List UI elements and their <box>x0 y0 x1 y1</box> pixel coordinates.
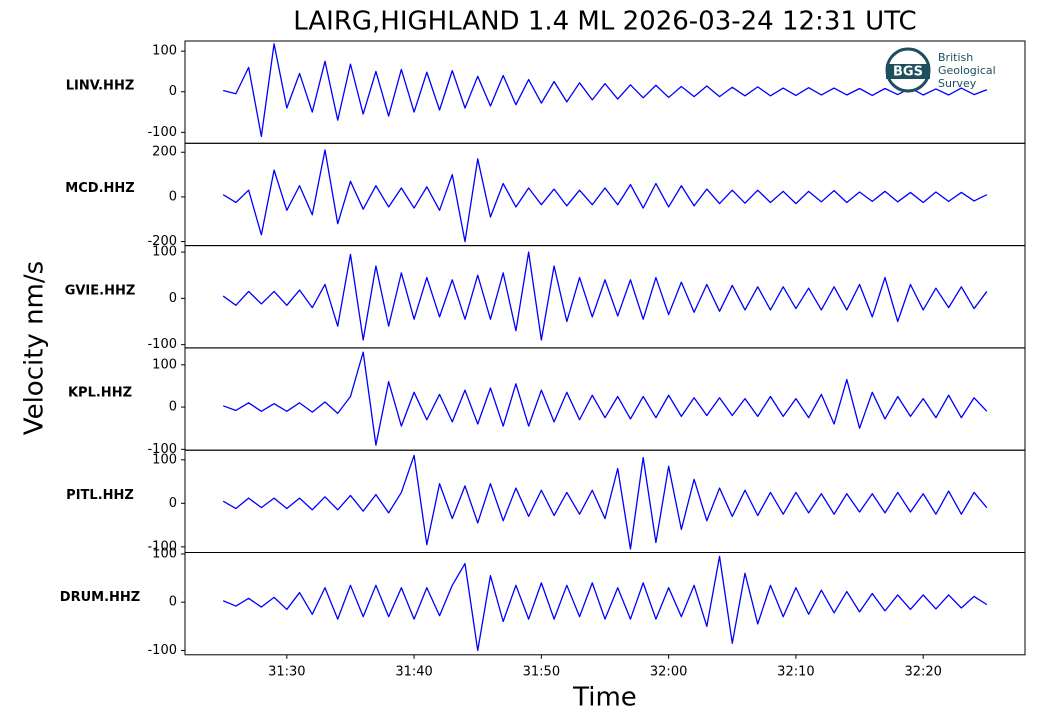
y-tick-label: 200 <box>152 145 177 160</box>
panel-frame <box>184 142 1026 247</box>
x-tick-label: 31:40 <box>395 664 432 679</box>
y-tick-label: -200 <box>147 234 177 249</box>
station-label: DRUM.HHZ <box>60 590 140 605</box>
y-tick-label: 0 <box>169 189 177 204</box>
y-tick-label: 100 <box>152 452 177 467</box>
logo-text: Geological <box>938 64 996 77</box>
logo-band <box>886 64 930 79</box>
x-tick-label: 31:30 <box>268 664 305 679</box>
waveform <box>222 351 988 446</box>
waveform <box>222 251 988 341</box>
y-tick-label: 0 <box>169 496 177 511</box>
waveform <box>222 555 988 652</box>
panel-frame <box>184 449 1026 554</box>
y-tick-label: 0 <box>169 595 177 610</box>
y-tick-label: -100 <box>147 643 177 658</box>
station-label: PITL.HHZ <box>66 488 134 503</box>
panel-frame <box>184 552 1026 656</box>
x-tick-label: 32:00 <box>650 664 687 679</box>
y-tick-label: 100 <box>152 44 177 59</box>
x-axis-label: Time <box>572 683 637 713</box>
y-tick-label: -100 <box>147 442 177 457</box>
y-tick-label: 100 <box>152 357 177 372</box>
y-tick-label: 0 <box>169 400 177 415</box>
y-tick-label: 100 <box>152 245 177 260</box>
x-tick-label: 32:10 <box>777 664 814 679</box>
y-tick-label: 0 <box>169 84 177 99</box>
logo: BGS British Geological Survey <box>885 47 996 93</box>
chart-title: LAIRG,HIGHLAND 1.4 ML 2026-03-24 12:31 U… <box>293 7 916 37</box>
panel-frame <box>184 245 1026 349</box>
y-tick-label: 0 <box>169 291 177 306</box>
y-tick-label: -100 <box>147 539 177 554</box>
station-label: KPL.HHZ <box>68 386 132 401</box>
y-tick-label: 100 <box>152 546 177 561</box>
waveform <box>222 149 988 243</box>
station-label: MCD.HHZ <box>65 181 134 196</box>
logo-text: Survey <box>938 77 977 90</box>
station-label: GVIE.HHZ <box>65 283 136 298</box>
x-tick-label: 32:20 <box>904 664 941 679</box>
x-tick-label: 31:50 <box>523 664 560 679</box>
y-axis-label: Velocity nm/s <box>20 261 50 435</box>
logo-text: British <box>938 51 973 64</box>
waveform <box>222 454 988 550</box>
logo-abbr: BGS <box>893 65 923 80</box>
waveform <box>223 43 988 138</box>
y-tick-label: -100 <box>147 337 177 352</box>
y-tick-label: -100 <box>147 125 177 140</box>
station-label: LINV.HHZ <box>66 79 135 94</box>
